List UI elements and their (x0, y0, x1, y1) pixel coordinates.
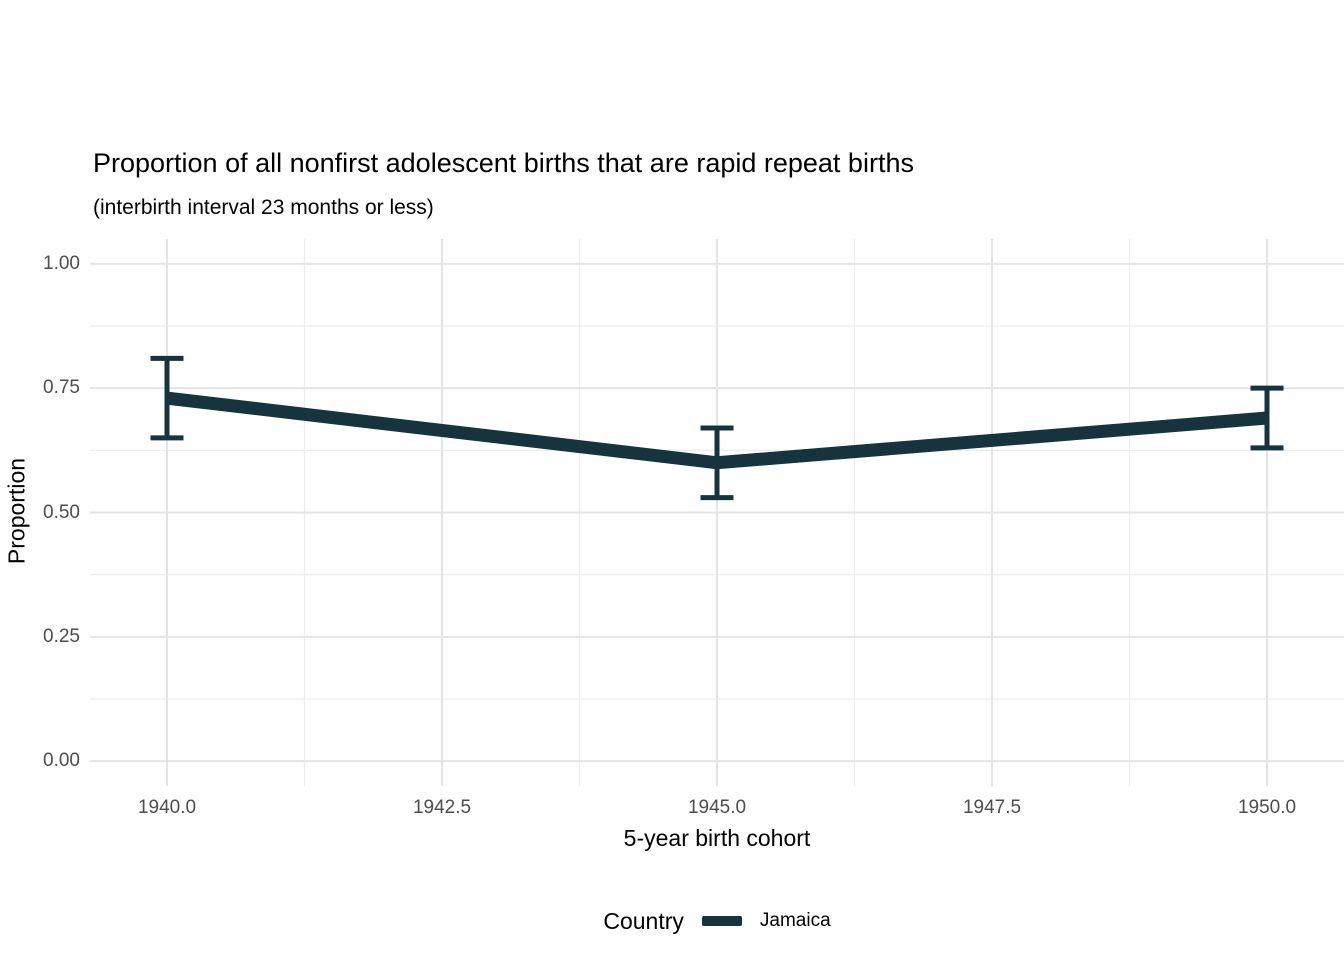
x-tick-label: 1945.0 (687, 797, 747, 818)
y-axis-title: Proportion (3, 457, 30, 565)
y-tick-label: 1.00 (43, 252, 80, 274)
chart-title: Proportion of all nonfirst adolescent bi… (93, 148, 914, 178)
x-tick-label: 1947.5 (962, 797, 1022, 818)
series-line (166, 391, 1268, 470)
y-tick-label: 0.50 (43, 501, 80, 523)
x-tick-label: 1950.0 (1237, 797, 1297, 818)
y-tick-label: 0.25 (43, 625, 80, 647)
legend: Country Jamaica (90, 901, 1344, 941)
y-tick-label: 0.00 (43, 750, 80, 772)
x-tick-label: 1940.0 (137, 797, 197, 818)
chart-subtitle: (interbirth interval 23 months or less) (93, 196, 434, 219)
chart-canvas (90, 239, 1344, 786)
x-axis-title: 5-year birth cohort (623, 825, 811, 851)
y-tick-label: 0.75 (43, 377, 80, 399)
legend-title: Country (603, 907, 684, 934)
x-tick-label: 1942.5 (412, 797, 472, 818)
legend-item-label: Jamaica (759, 910, 831, 931)
legend-key-line-swatch (701, 916, 742, 926)
plot-panel (90, 239, 1344, 786)
error-bar (150, 355, 184, 441)
